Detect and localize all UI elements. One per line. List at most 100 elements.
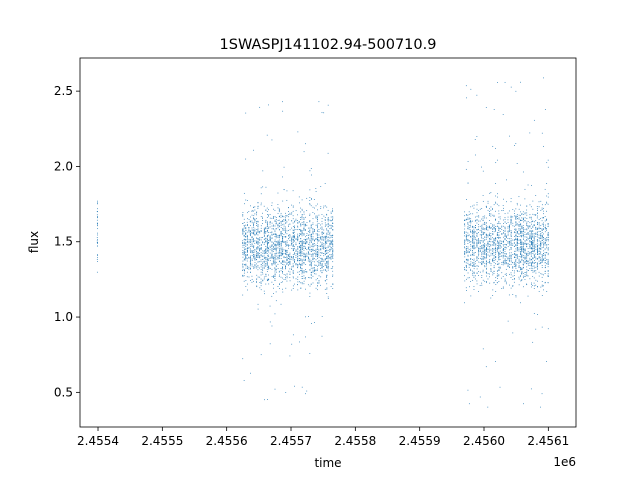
data-point [478,216,480,218]
data-point [543,217,545,219]
data-point [469,252,470,253]
data-point [492,289,494,291]
data-point [329,240,331,241]
data-point [481,277,483,278]
data-point [523,277,524,279]
data-point [274,220,276,222]
data-point [514,242,515,244]
data-point [520,251,522,253]
data-point [288,244,289,246]
data-point [289,262,291,264]
data-point [327,262,329,264]
data-point [546,228,547,230]
data-point [499,231,501,232]
data-point [286,258,288,260]
data-point [473,266,475,267]
data-point [274,225,276,227]
data-point [472,247,474,249]
data-point [504,226,506,228]
data-point [292,222,294,224]
data-point [509,243,510,245]
data-point [504,234,506,236]
data-point [274,209,276,211]
data-point [547,260,549,262]
data-point [267,279,268,281]
data-point [304,246,306,248]
data-point [529,247,531,249]
data-point [485,205,487,207]
data-point [332,216,334,218]
data-point [497,240,498,242]
data-point [269,240,271,241]
data-point [245,233,247,235]
data-point [473,254,475,256]
data-point [254,255,256,257]
data-point [541,267,543,269]
data-point [540,248,542,250]
data-point [547,254,549,256]
data-point [315,252,317,254]
data-point [476,272,478,274]
data-point [282,101,283,103]
data-point [498,213,500,215]
data-point [289,254,291,256]
data-point [490,270,492,272]
data-point [297,248,299,250]
data-point [253,280,254,282]
data-point [288,254,290,256]
data-point [482,245,484,246]
data-point [291,289,293,291]
data-point [310,238,312,240]
data-point [329,240,331,242]
data-point [268,228,270,229]
data-point [541,235,543,237]
data-point [263,205,265,207]
data-point [249,259,251,261]
data-point [509,254,510,256]
data-point [502,248,504,250]
data-point [510,240,512,242]
data-point [259,248,261,250]
data-point [541,237,543,239]
data-point [515,295,517,296]
data-point [295,220,297,222]
data-point [514,256,515,258]
data-point [332,226,334,228]
data-point [248,226,250,228]
data-point [501,229,503,230]
data-point [249,255,251,257]
data-point [330,220,332,222]
data-point [299,260,300,261]
data-point [465,259,467,261]
data-point [246,235,248,237]
data-point [301,232,303,234]
data-point [248,240,250,242]
data-point [266,246,268,247]
data-point [482,260,484,262]
data-point [465,85,467,87]
data-point [283,223,285,225]
data-point [300,229,302,231]
data-point [245,258,247,259]
data-point [265,283,267,285]
data-point [530,388,532,390]
data-point [274,267,276,269]
data-point [317,253,318,255]
data-point [529,264,531,266]
data-point [313,267,315,268]
data-point [266,241,268,243]
data-point [282,220,283,222]
data-point [498,275,500,277]
data-point [529,259,531,261]
data-point [325,269,326,271]
data-point [307,238,309,240]
data-point [250,248,251,250]
data-point [470,236,472,238]
data-point [266,237,268,239]
data-point [476,256,478,258]
data-point [326,274,328,276]
data-point [324,205,326,207]
data-point [481,264,483,266]
data-point [285,220,287,221]
data-point [521,225,523,227]
